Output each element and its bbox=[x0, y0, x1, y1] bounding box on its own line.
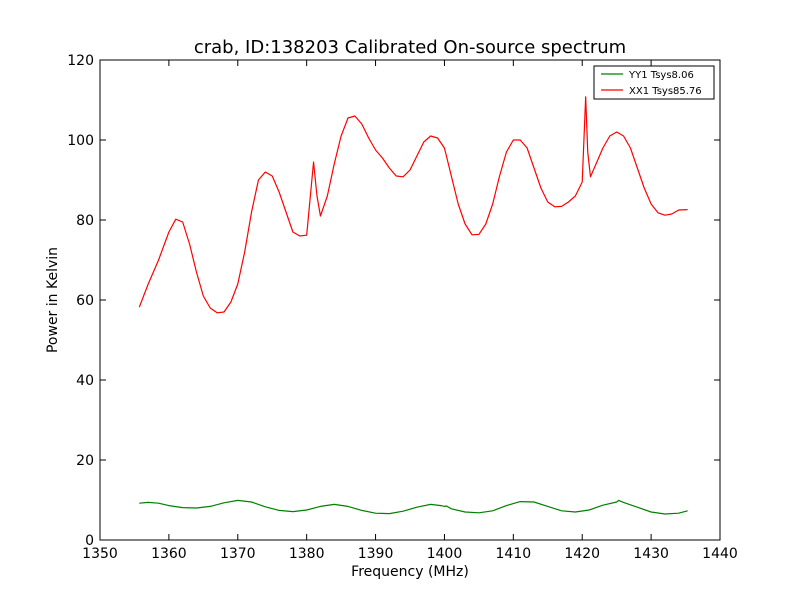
x-tick-label: 1390 bbox=[358, 546, 394, 562]
x-tick-label: 1380 bbox=[289, 546, 325, 562]
x-tick-label: 1430 bbox=[633, 546, 669, 562]
x-tick-label: 1410 bbox=[496, 546, 532, 562]
legend-box bbox=[593, 65, 715, 100]
x-axis-title: Frequency (MHz) bbox=[351, 564, 469, 580]
series-line-yy1 bbox=[139, 499, 688, 515]
x-tick-label: 1360 bbox=[151, 546, 187, 562]
legend-label-xx1: XX1 Tsys85.76 bbox=[629, 86, 702, 97]
x-tick-label: 1400 bbox=[427, 546, 463, 562]
x-tick-label: 1350 bbox=[82, 546, 118, 562]
legend-label-yy1: YY1 Tsys8.06 bbox=[628, 70, 694, 81]
legend: YY1 Tsys8.06 XX1 Tsys85.76 bbox=[593, 65, 715, 100]
ticks-layer: 1350 1360 1370 1380 1390 1400 1410 1420 1430 1440… bbox=[67, 53, 738, 562]
x-tick-label: 1440 bbox=[702, 546, 738, 562]
y-tick-label: 40 bbox=[76, 373, 94, 389]
x-tick-label: 1370 bbox=[220, 546, 256, 562]
series-line-xx1 bbox=[138, 96, 688, 314]
series-layer bbox=[138, 96, 688, 515]
y-tick-label: 80 bbox=[76, 213, 94, 229]
y-tick-label: 100 bbox=[67, 133, 94, 149]
y-axis-title: Power in Kelvin bbox=[45, 247, 61, 353]
y-tick-label: 0 bbox=[85, 533, 94, 549]
chart-title: crab, ID:138203 Calibrated On-source spe… bbox=[194, 37, 626, 58]
y-tick-label: 120 bbox=[67, 53, 94, 69]
x-tick-label: 1420 bbox=[564, 546, 600, 562]
y-tick-label: 60 bbox=[76, 293, 94, 309]
y-tick-label: 20 bbox=[76, 453, 94, 469]
